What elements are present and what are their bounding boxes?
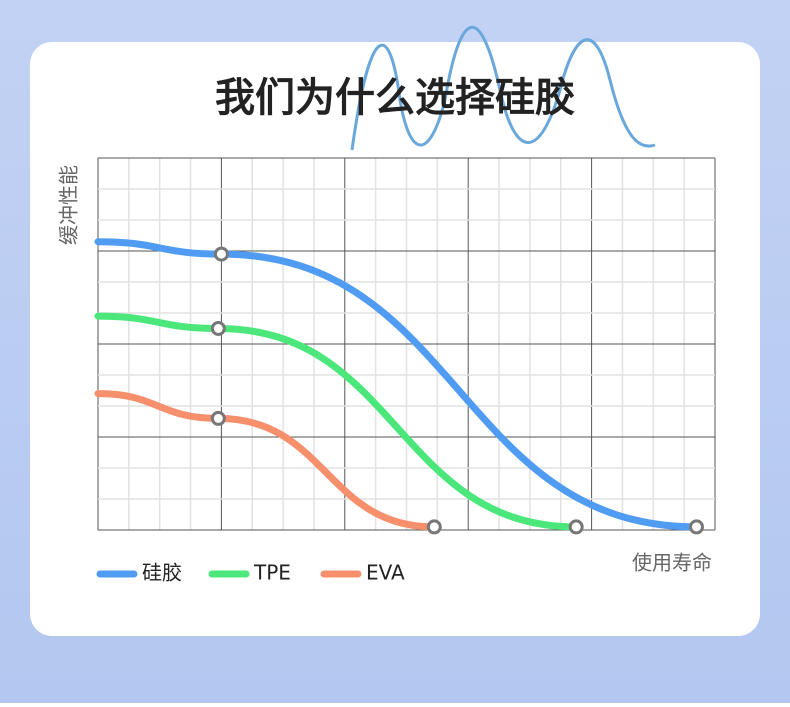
series-line (94, 390, 438, 531)
point-marker (213, 246, 229, 262)
point-marker (210, 321, 226, 336)
legend-label: 硅胶 (142, 561, 182, 585)
point-marker (688, 519, 704, 535)
legend-label: TPE (253, 561, 291, 585)
y-axis-label: 缓冲性能 (57, 165, 81, 245)
legend-label: EVA (366, 561, 405, 585)
decor-wave (350, 25, 656, 151)
point-marker (210, 410, 226, 426)
point-marker (568, 519, 584, 535)
series-line (94, 312, 580, 531)
grid (97, 157, 716, 531)
series-line (94, 238, 700, 531)
plot (94, 238, 704, 535)
x-axis-label: 使用寿命 (632, 551, 712, 575)
point-marker (426, 519, 442, 535)
legend: 硅胶 TPE EVA (96, 561, 405, 585)
card (30, 42, 760, 636)
chart-title: 我们为什么选择硅胶 (215, 75, 575, 121)
